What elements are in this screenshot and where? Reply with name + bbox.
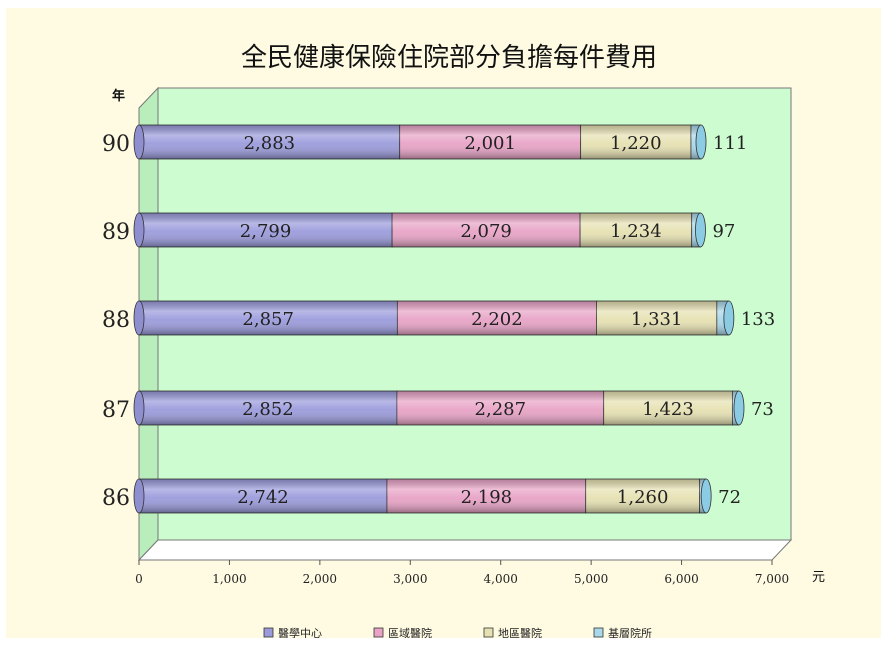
data-label: 2,799 [240,221,292,242]
category-label: 89 [102,220,130,245]
bar-start-cap [133,212,145,248]
bar-end-cap [733,390,745,426]
legend-swatch [263,627,274,638]
legend: 醫學中心 區域醫院 地區醫院 基層院所 [263,626,652,638]
bar-segment-shade [139,301,398,335]
data-label: 2,883 [244,133,296,154]
data-label: 2,852 [242,399,294,420]
bar-segment-shade [392,213,581,247]
data-label: 2,001 [464,133,516,154]
bars: 90 2,883 2,001 1,220 111 89 2,799 2,079 1,234 97 8… [102,124,775,514]
x-axis-unit-label: 元 [812,570,825,585]
bar-segment-shade [603,391,733,425]
bar-end-cap [723,300,735,336]
bar-start-cap [133,390,145,426]
legend-swatch [593,627,604,638]
data-label: 133 [741,309,775,330]
x-tick-label: 7,000 [755,572,789,586]
data-label: 72 [718,487,741,508]
bar-segment-shade [580,213,692,247]
x-tick-label: 6,000 [664,572,698,586]
bar-start-cap [133,124,145,160]
bar-segment-shade [139,213,393,247]
chart-svg: 全民健康保險住院部分負擔每件費用 年 元 0 1,000 2,000 3,000 4,0… [102,43,825,638]
category-label: 88 [102,308,130,333]
data-label: 111 [713,133,747,154]
x-tick-label: 3,000 [393,572,427,586]
bar-segment-shade [580,125,691,159]
x-tick-label: 5,000 [574,572,608,586]
bar-segment-shade [399,125,581,159]
data-label: 1,423 [642,399,694,420]
legend-label: 地區醫院 [498,626,542,638]
x-tick-label: 2,000 [303,572,337,586]
chart-frame: 全民健康保險住院部分負擔每件費用 年 元 0 1,000 2,000 3,000 4,0… [6,8,881,638]
data-label: 73 [751,399,774,420]
data-label: 1,260 [617,487,669,508]
plot-floor [137,539,793,561]
legend-swatch [483,627,494,638]
category-label: 87 [102,398,130,423]
category-label: 90 [102,132,130,157]
bar-segment-shade [397,301,597,335]
x-axis: 0 1,000 2,000 3,000 4,000 5,000 6,000 7,000 [135,560,789,586]
y-axis-label: 年 [112,88,125,104]
legend-label: 區域醫院 [388,626,432,638]
bar-end-cap [695,124,707,160]
bar-segment-shade [396,391,604,425]
bar-segment-shade [386,479,586,513]
legend-label: 基層院所 [608,626,652,638]
chart-title: 全民健康保險住院部分負擔每件費用 [241,43,657,73]
data-label: 2,198 [461,487,513,508]
data-label: 2,857 [242,309,294,330]
x-tick-label: 4,000 [484,572,518,586]
bar-segment-shade [139,391,397,425]
data-label: 1,331 [631,309,683,330]
data-label: 2,202 [471,309,523,330]
bar-segment-shade [139,125,400,159]
x-tick-label: 1,000 [212,572,246,586]
data-label: 2,287 [475,399,527,420]
bar-end-cap [700,478,712,514]
bar-segment-shade [596,301,717,335]
bar-end-cap [695,212,706,248]
data-label: 1,234 [610,221,662,242]
bar-start-cap [133,300,145,336]
bar-start-cap [133,478,145,514]
legend-label: 醫學中心 [278,627,322,638]
bar-segment-shade [139,479,387,513]
data-label: 2,079 [460,221,512,242]
data-label: 2,742 [237,487,289,508]
data-label: 97 [712,221,735,242]
legend-swatch [373,627,384,638]
data-label: 1,220 [610,133,662,154]
x-tick-label: 0 [135,572,143,586]
bar-segment-shade [585,479,700,513]
category-label: 86 [102,486,130,511]
